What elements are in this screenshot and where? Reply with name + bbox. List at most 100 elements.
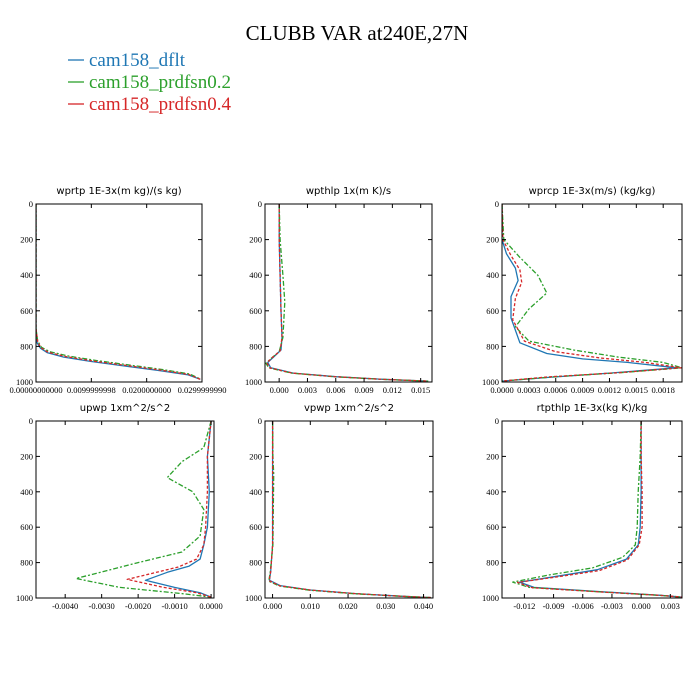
y-tick-label-1-3: 600 [249, 306, 262, 316]
y-tick-label-0-5: 1000 [16, 377, 33, 387]
y-tick-label-1-2: 400 [249, 270, 262, 280]
x-tick-label-0-3: 0.0299999990 [178, 385, 227, 395]
panel-series-group-0 [36, 204, 202, 380]
panel-title-5: rtpthlp 1E-3x(kg K)/kg [537, 403, 648, 414]
y-tick-label-0-3: 600 [20, 306, 33, 316]
y-tick-label-2-3: 600 [486, 306, 499, 316]
panel-0: wprtp 1E-3x(m kg)/(s kg) 0 200 400 600 800 100… [9, 186, 226, 395]
series-line-0-0 [36, 204, 201, 380]
series-line-3-0 [144, 421, 212, 598]
x-tick-label-0-0: 0.00000000000 [9, 385, 62, 395]
x-tick-label-3-3: -0.0010 [161, 601, 187, 611]
series-line-2-0 [502, 204, 678, 382]
y-tick-label-4-5: 1000 [245, 593, 262, 603]
y-tick-label-0-2: 400 [20, 270, 33, 280]
panel-3: upwp 1xm^2/s^2 0 200 400 600 800 1000 -0.0040 -0… [16, 403, 223, 611]
y-tick-label-3-1: 200 [20, 451, 33, 461]
x-tick-label-1-0: 0.000 [270, 385, 289, 395]
y-tick-label-2-2: 400 [486, 270, 499, 280]
panel-series-group-1 [265, 204, 429, 382]
y-tick-label-0-1: 200 [20, 235, 33, 245]
y-tick-label-5-3: 600 [486, 522, 499, 532]
panel-title-0: wprtp 1E-3x(m kg)/(s kg) [56, 186, 181, 197]
panel-frame-1 [264, 203, 433, 383]
series-line-4-2 [268, 421, 432, 598]
panel-1: wpthlp 1x(m K)/s 0 200 400 600 800 1000 0.000 0.… [245, 186, 433, 395]
x-tick-label-1-3: 0.009 [355, 385, 374, 395]
y-tick-label-5-1: 200 [486, 451, 499, 461]
panel-frame-3 [35, 420, 215, 599]
y-tick-label-2-4: 800 [486, 341, 499, 351]
panel-title-1: wpthlp 1x(m K)/s [306, 186, 391, 197]
panel-frame-5 [501, 420, 683, 599]
panel-frame-0 [35, 203, 203, 383]
y-tick-label-1-1: 200 [249, 235, 262, 245]
x-tick-label-3-1: -0.0030 [89, 601, 115, 611]
y-tick-label-2-1: 200 [486, 235, 499, 245]
series-line-3-2 [126, 421, 212, 598]
x-tick-label-1-2: 0.006 [326, 385, 345, 395]
x-tick-label-2-0: 0.0000 [490, 385, 513, 395]
y-tick-label-5-0: 0 [495, 416, 499, 426]
y-tick-label-4-1: 200 [249, 451, 262, 461]
series-line-5-2 [516, 421, 682, 598]
x-tick-label-3-0: -0.0040 [52, 601, 78, 611]
x-tick-label-2-3: 0.0009 [571, 385, 594, 395]
y-tick-label-5-2: 400 [486, 487, 499, 497]
x-tick-label-4-1: 0.010 [301, 601, 320, 611]
y-tick-label-4-0: 0 [258, 416, 262, 426]
series-line-1-0 [267, 204, 429, 382]
series-line-4-0 [268, 421, 432, 598]
series-line-5-1 [512, 421, 682, 598]
y-tick-label-0-0: 0 [29, 199, 33, 209]
y-tick-label-4-4: 800 [249, 558, 262, 568]
legend-label-1: cam158_prdfsn0.2 [89, 72, 231, 93]
series-line-1-2 [266, 204, 429, 382]
y-tick-label-4-3: 600 [249, 522, 262, 532]
panel-title-4: vpwp 1xm^2/s^2 [304, 403, 394, 414]
y-tick-label-1-4: 800 [249, 341, 262, 351]
panel-2: wprcp 1E-3x(m/s) (kg/kg) 0 200 400 600 800 100… [482, 186, 683, 395]
x-tick-label-0-1: 0.0099999998 [67, 385, 116, 395]
figure-title: CLUBB VAR at240E,27N [246, 21, 469, 45]
panel-frame-2 [501, 203, 683, 383]
x-tick-label-5-4: 0.000 [632, 601, 651, 611]
panel-series-group-5 [512, 421, 682, 598]
x-tick-label-2-5: 0.0015 [625, 385, 648, 395]
y-tick-label-4-2: 400 [249, 487, 262, 497]
x-tick-label-3-4: 0.0000 [199, 601, 222, 611]
panel-title-2: wprcp 1E-3x(m/s) (kg/kg) [529, 186, 656, 197]
series-line-2-1 [502, 204, 682, 382]
x-tick-label-5-5: 0.003 [661, 601, 680, 611]
panel-title-3: upwp 1xm^2/s^2 [80, 403, 170, 414]
x-tick-label-4-3: 0.030 [376, 601, 395, 611]
x-tick-label-1-5: 0.015 [411, 385, 430, 395]
series-line-3-1 [75, 421, 212, 598]
y-tick-label-1-0: 0 [258, 199, 262, 209]
chart-panels: wprtp 1E-3x(m kg)/(s kg) 0 200 400 600 800 100… [9, 186, 683, 611]
x-tick-label-5-0: -0.012 [513, 601, 535, 611]
series-line-1-1 [265, 204, 429, 382]
legend-label-0: cam158_dflt [89, 50, 186, 71]
x-tick-label-5-3: -0.003 [601, 601, 623, 611]
panel-series-group-4 [268, 421, 432, 598]
panel-series-group-2 [502, 204, 682, 382]
x-tick-label-1-1: 0.003 [298, 385, 317, 395]
y-tick-label-5-4: 800 [486, 558, 499, 568]
series-line-4-1 [268, 421, 432, 598]
x-tick-label-5-2: -0.006 [572, 601, 594, 611]
x-tick-label-3-2: -0.0020 [125, 601, 151, 611]
x-tick-label-4-0: 0.000 [263, 601, 282, 611]
panel-5: rtpthlp 1E-3x(kg K)/kg 0 200 400 600 800 1000 -… [482, 403, 683, 611]
x-tick-label-2-1: 0.0003 [517, 385, 540, 395]
y-tick-label-5-5: 1000 [482, 593, 499, 603]
y-tick-label-2-5: 1000 [482, 377, 499, 387]
y-tick-label-0-4: 800 [20, 341, 33, 351]
legend: cam158_dfltcam158_prdfsn0.2cam158_prdfsn… [68, 50, 231, 115]
x-tick-label-4-2: 0.020 [338, 601, 357, 611]
y-tick-label-1-5: 1000 [245, 377, 262, 387]
y-tick-label-3-5: 1000 [16, 593, 33, 603]
series-line-0-1 [36, 204, 202, 380]
